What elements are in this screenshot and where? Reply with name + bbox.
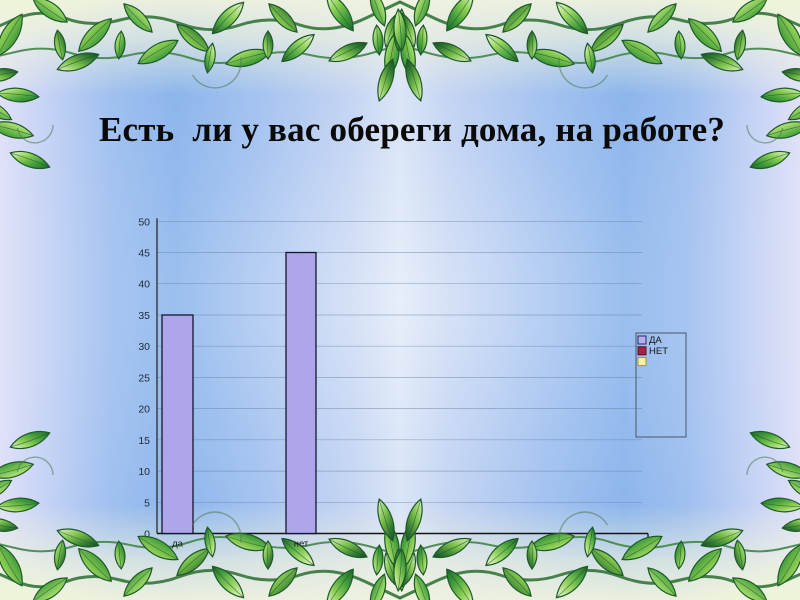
svg-text:да: да [172, 539, 184, 550]
svg-text:нет: нет [294, 539, 309, 550]
